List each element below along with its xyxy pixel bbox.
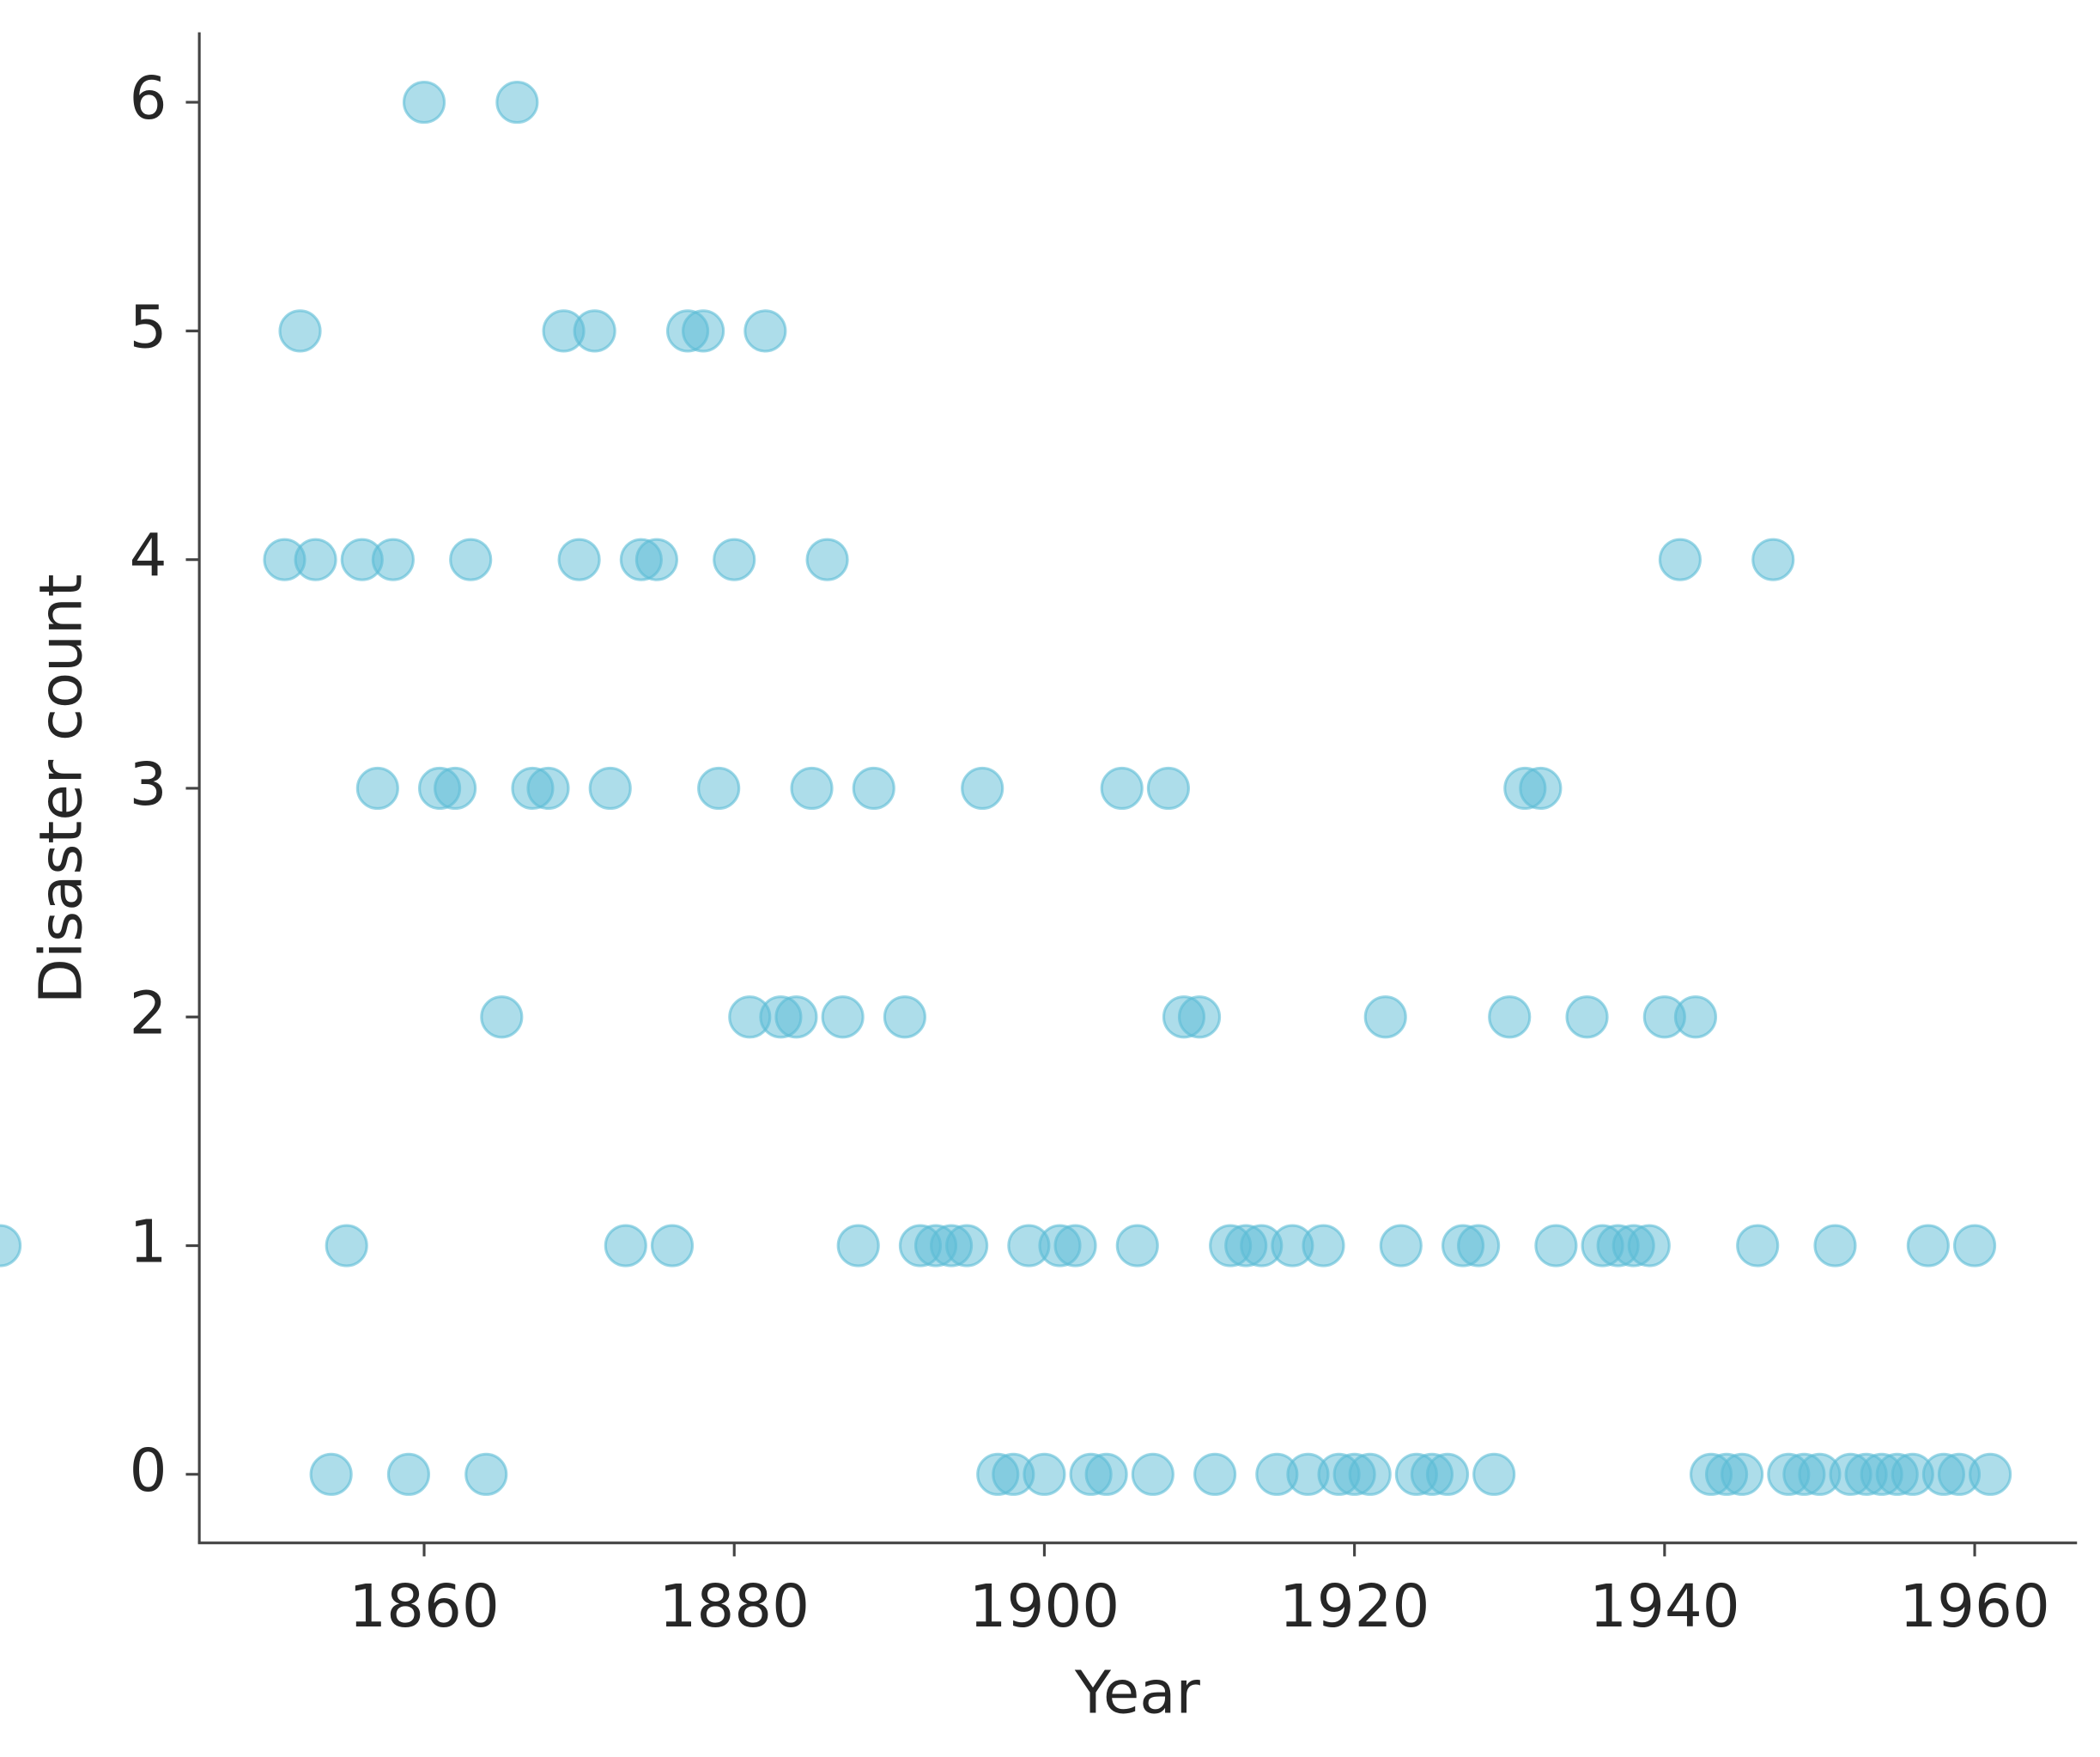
- point: [1084, 1452, 1128, 1496]
- y-tick-label: 4: [130, 522, 167, 591]
- point: [634, 538, 679, 581]
- x-tick-label: 1940: [1589, 1572, 1740, 1641]
- y-tick-label: 5: [130, 293, 167, 362]
- point: [1457, 1224, 1501, 1268]
- point: [0, 1224, 22, 1268]
- point: [1131, 1452, 1174, 1496]
- point: [371, 538, 415, 581]
- point: [945, 1224, 989, 1268]
- y-tick-label: 1: [130, 1208, 167, 1277]
- x-tick-label: 1920: [1279, 1572, 1430, 1641]
- point: [743, 309, 787, 353]
- point: [697, 766, 741, 811]
- point: [1627, 1224, 1671, 1268]
- y-tick-label: 0: [130, 1437, 167, 1505]
- point: [1115, 1224, 1159, 1268]
- point: [1534, 1224, 1578, 1268]
- point: [1193, 1452, 1237, 1496]
- point: [480, 995, 524, 1039]
- point: [852, 766, 895, 811]
- x-tick-label: 1960: [1899, 1572, 2050, 1641]
- point: [774, 995, 818, 1039]
- point: [1379, 1224, 1423, 1268]
- point: [278, 309, 322, 353]
- x-axis-label: Year: [1074, 1658, 1201, 1727]
- point: [1472, 1452, 1516, 1496]
- point: [309, 1452, 353, 1496]
- point: [325, 1224, 368, 1268]
- x-tick-label: 1900: [969, 1572, 1120, 1641]
- point: [1023, 1452, 1066, 1496]
- point: [1565, 995, 1609, 1039]
- point: [1952, 1224, 1997, 1268]
- point: [1673, 995, 1718, 1039]
- y-tick-label: 6: [130, 64, 167, 133]
- point: [386, 1452, 431, 1496]
- point: [526, 766, 570, 811]
- point: [557, 538, 601, 581]
- point: [1177, 995, 1222, 1039]
- point: [1488, 995, 1532, 1039]
- x-tick-label: 1880: [659, 1572, 810, 1641]
- point: [1969, 1452, 2012, 1496]
- x-tick-label: 1860: [349, 1572, 500, 1641]
- point: [464, 1452, 508, 1496]
- point: [573, 309, 616, 353]
- point: [1721, 1452, 1764, 1496]
- point: [294, 538, 337, 581]
- point: [821, 995, 865, 1039]
- point: [1146, 766, 1190, 811]
- point: [1100, 766, 1144, 811]
- point: [588, 766, 632, 811]
- point: [1053, 1224, 1097, 1268]
- point: [1348, 1452, 1392, 1496]
- y-tick-label: 2: [130, 979, 167, 1048]
- point: [434, 766, 477, 811]
- point: [1906, 1224, 1950, 1268]
- point: [790, 766, 834, 811]
- point: [836, 1224, 880, 1268]
- point: [1363, 995, 1407, 1039]
- point: [650, 1224, 695, 1268]
- point: [1425, 1452, 1470, 1496]
- y-axis-label: Disaster count: [27, 574, 95, 1004]
- point: [355, 766, 399, 811]
- point: [961, 766, 1004, 811]
- point: [495, 80, 539, 125]
- y-tick-label: 3: [130, 751, 167, 819]
- point: [682, 309, 725, 353]
- point: [713, 538, 756, 581]
- point: [1736, 1224, 1780, 1268]
- point: [805, 538, 849, 581]
- point: [402, 80, 446, 125]
- point: [1658, 538, 1702, 581]
- point: [449, 538, 493, 581]
- point: [604, 1224, 647, 1268]
- point: [1302, 1224, 1345, 1268]
- point: [1519, 766, 1563, 811]
- point: [883, 995, 926, 1039]
- point: [1813, 1224, 1857, 1268]
- point: [1751, 538, 1795, 581]
